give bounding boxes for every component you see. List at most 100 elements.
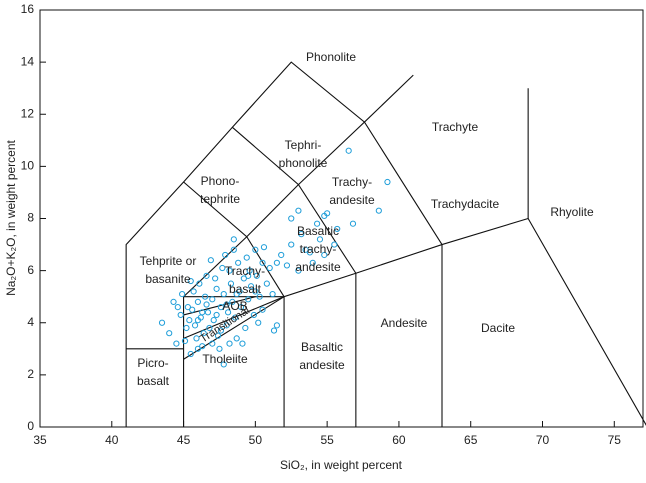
data-point <box>259 306 266 313</box>
data-point <box>247 283 255 290</box>
data-point <box>194 345 202 352</box>
data-point <box>253 272 260 279</box>
data-point <box>227 280 235 287</box>
data-point <box>194 317 202 324</box>
data-point <box>283 262 291 269</box>
data-point <box>179 290 186 298</box>
data-point <box>313 220 321 227</box>
data-point <box>187 350 194 358</box>
data-point <box>243 254 250 261</box>
data-point <box>302 246 309 253</box>
data-point <box>207 257 214 264</box>
y-tick-label: 14 <box>21 54 35 68</box>
field-label: phonolite <box>279 156 328 170</box>
data-point <box>233 335 240 342</box>
data-point <box>199 309 206 316</box>
y-tick-label: 0 <box>27 419 34 433</box>
y-tick-label: 8 <box>27 211 34 225</box>
data-point <box>269 290 276 298</box>
x-tick-label: 65 <box>464 433 478 447</box>
field-label: Trachy- <box>225 264 265 278</box>
data-point <box>187 277 194 285</box>
data-point <box>170 298 177 305</box>
field-label: andesite <box>295 260 341 274</box>
data-point <box>224 309 232 316</box>
data-point <box>191 322 199 329</box>
data-point <box>270 327 278 334</box>
field-label: Trachydacite <box>431 197 500 211</box>
data-point <box>166 330 173 337</box>
field-label: Phono- <box>201 174 240 188</box>
data-point <box>226 340 233 347</box>
field-label: Tephri- <box>285 138 322 152</box>
data-point <box>203 272 210 279</box>
data-point <box>233 290 240 298</box>
x-tick-label: 60 <box>392 433 406 447</box>
data-point <box>263 280 270 287</box>
field-label: basalt <box>229 282 262 296</box>
data-point <box>181 337 189 345</box>
data-point <box>212 275 219 282</box>
data-point <box>220 361 227 368</box>
data-point <box>217 327 224 334</box>
data-point <box>237 304 245 311</box>
data-point <box>242 324 249 332</box>
field-label: tephrite <box>200 192 240 206</box>
data-point <box>321 251 328 259</box>
y-tick-label: 16 <box>21 2 35 16</box>
data-point <box>174 304 181 311</box>
x-tick-label: 35 <box>33 433 47 447</box>
data-point <box>220 290 227 298</box>
field-boundary <box>183 181 285 427</box>
data-point <box>345 147 352 154</box>
x-axis-label: SiO₂, in weight percent <box>280 458 403 472</box>
data-point <box>321 212 328 219</box>
y-tick-label: 2 <box>27 367 34 381</box>
data-point <box>209 340 216 347</box>
data-point <box>194 298 202 305</box>
y-axis-label: Na₂O+K₂O, in weight percent <box>4 139 18 295</box>
data-point <box>298 231 305 238</box>
field-label: AOB <box>222 299 247 313</box>
data-point <box>334 225 341 233</box>
data-point <box>177 311 184 319</box>
data-point <box>278 251 285 259</box>
data-point <box>331 241 338 248</box>
x-tick-label: 70 <box>536 433 550 447</box>
x-tick-label: 55 <box>320 433 334 447</box>
data-point <box>384 178 391 186</box>
data-point <box>246 267 253 274</box>
data-point <box>316 236 324 243</box>
data-point <box>203 301 210 308</box>
data-point <box>223 322 230 329</box>
data-point <box>213 285 220 292</box>
data-point <box>235 259 242 266</box>
field-label: Tholeiite <box>202 352 248 366</box>
field-boundary <box>183 296 256 316</box>
data-point <box>229 298 236 305</box>
y-tick-label: 6 <box>27 263 34 277</box>
data-point <box>232 314 239 321</box>
data-point <box>158 319 166 326</box>
data-point <box>245 296 252 303</box>
field-label: Tehprite or <box>140 254 197 268</box>
data-point <box>213 311 220 319</box>
data-point <box>216 345 223 352</box>
data-point <box>295 267 302 274</box>
data-point <box>256 293 263 300</box>
x-tick-label: 40 <box>105 433 119 447</box>
data-point <box>240 275 247 282</box>
data-point <box>250 311 258 319</box>
data-point <box>217 304 224 311</box>
data-point <box>219 264 226 272</box>
data-point <box>183 324 190 332</box>
field-label: basanite <box>145 272 191 286</box>
data-point <box>306 249 314 256</box>
data-point <box>255 319 262 326</box>
data-point <box>288 241 295 248</box>
data-point <box>223 301 230 308</box>
y-tick-label: 12 <box>21 106 35 120</box>
field-label: trachy- <box>300 242 337 256</box>
data-point <box>189 306 196 313</box>
